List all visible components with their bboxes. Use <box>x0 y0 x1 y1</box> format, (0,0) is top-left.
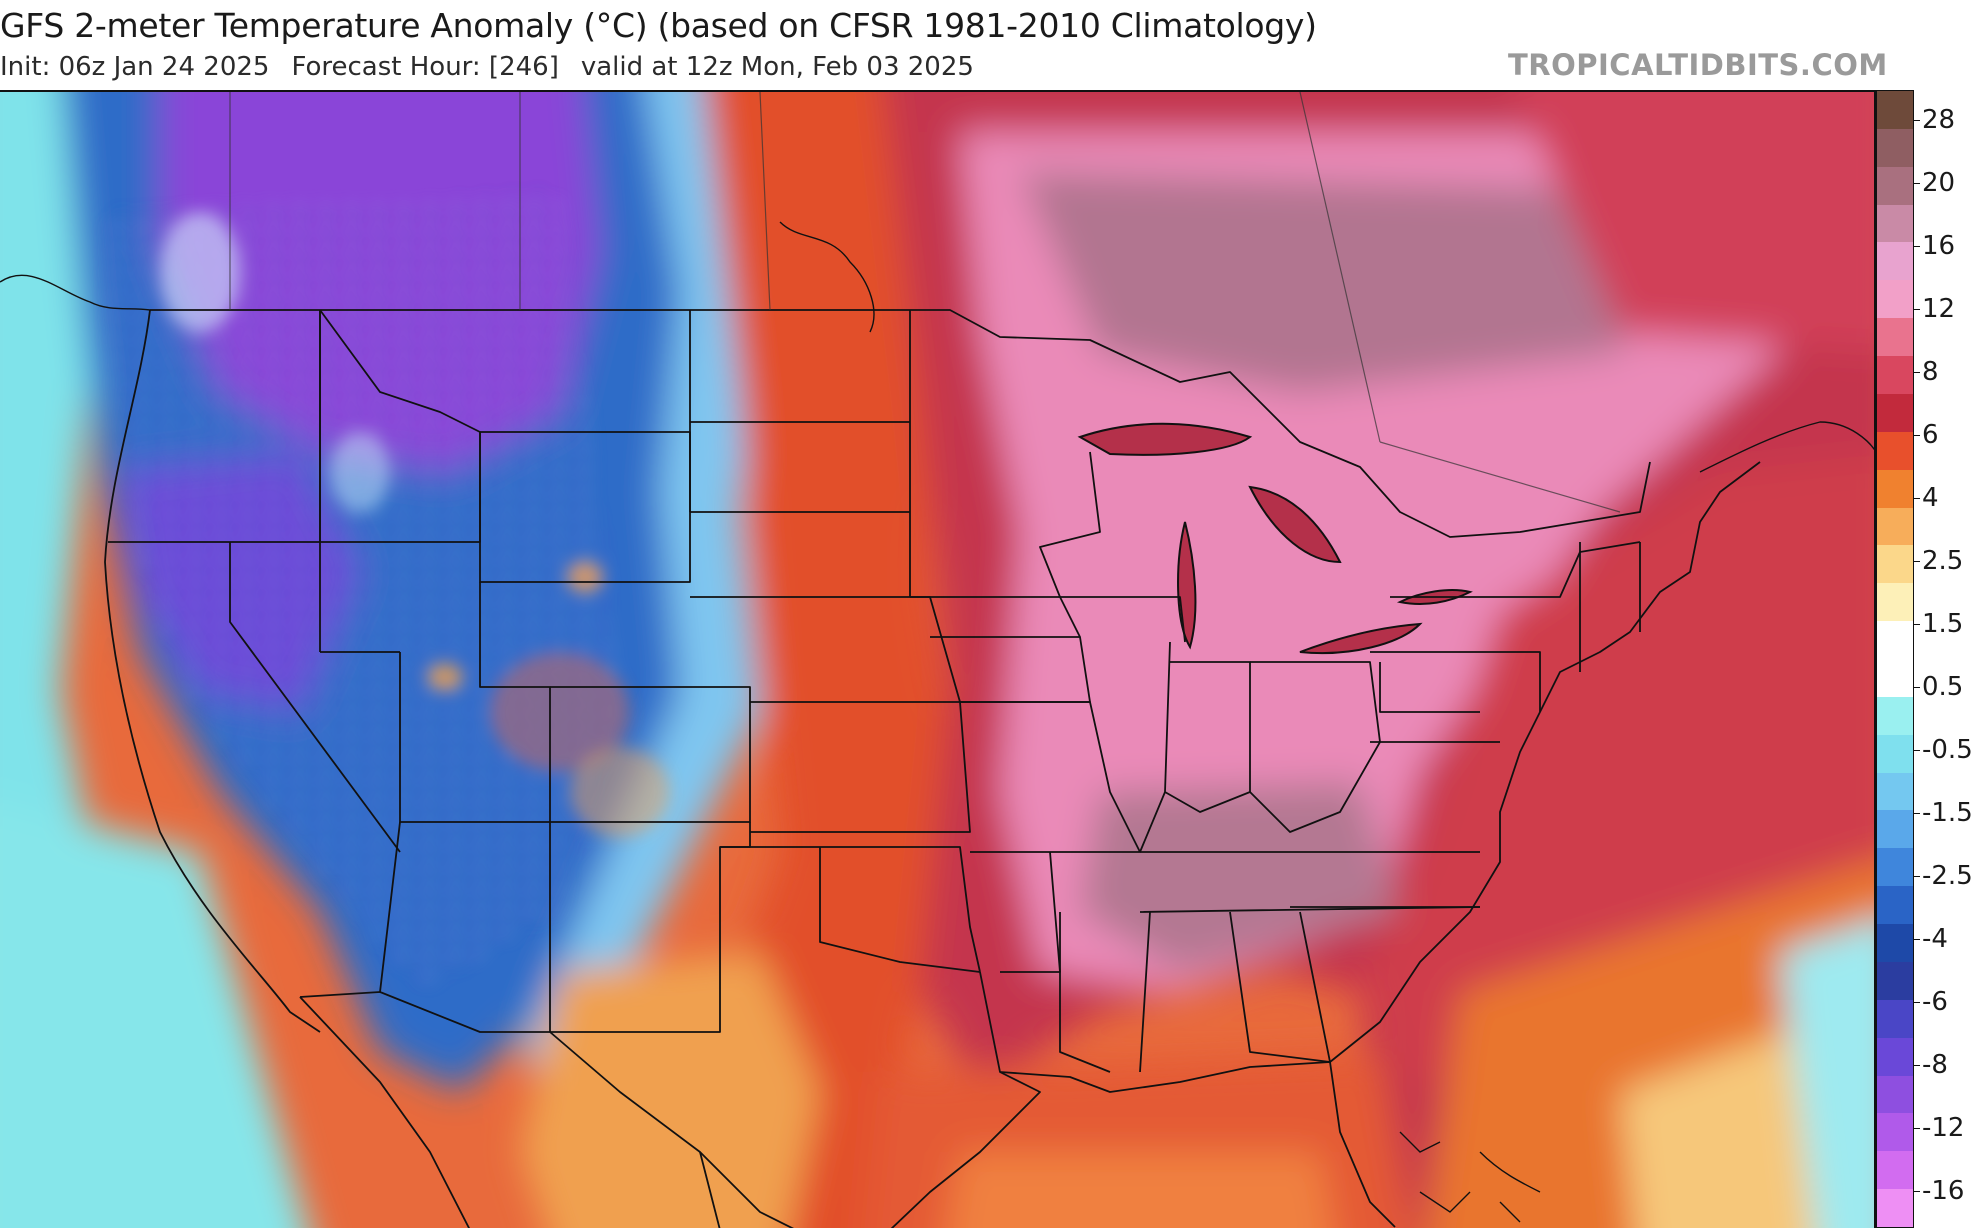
colorbar-swatch <box>1877 621 1913 660</box>
colorbar-swatch <box>1877 1189 1913 1228</box>
coastline-detail <box>0 221 1874 1223</box>
colorbar-tick <box>1914 750 1920 751</box>
colorbar-swatch <box>1877 166 1913 206</box>
colorbar-swatch <box>1877 659 1913 698</box>
anomaly-map-graphic <box>0 92 1874 1228</box>
province-borders <box>229 92 1621 513</box>
colorbar-tick <box>1914 876 1920 877</box>
colorbar-swatch <box>1877 91 1913 130</box>
colorbar-swatch <box>1877 848 1913 887</box>
colorbar-label: 0.5 <box>1922 672 1964 702</box>
colorbar-swatch <box>1877 469 1913 509</box>
colorbar-swatch <box>1877 999 1913 1039</box>
colorbar-tick <box>1914 561 1920 562</box>
colorbar-label: -2.5 <box>1922 861 1973 891</box>
colorbar-label: -8 <box>1922 1050 1948 1080</box>
colorbar-tick <box>1914 1191 1920 1192</box>
colorbar-swatch <box>1877 1113 1913 1152</box>
colorbar-tick <box>1914 1128 1920 1129</box>
anomaly-map <box>0 90 1876 1228</box>
colorbar-swatch <box>1877 356 1913 395</box>
colorbar-label: 1.5 <box>1922 609 1964 639</box>
colorbar-tick <box>1914 813 1920 814</box>
watermark: TROPICALTIDBITS.COM <box>1508 48 1888 82</box>
colorbar-label: 12 <box>1922 294 1956 324</box>
colorbar-swatch <box>1877 961 1913 1001</box>
colorbar-tick <box>1914 372 1920 373</box>
colorbar-swatch <box>1877 1037 1913 1077</box>
valid-time: valid at 12z Mon, Feb 03 2025 <box>580 52 974 82</box>
colorbar-label: -12 <box>1922 1113 1965 1143</box>
map-subtitle: Init: 06z Jan 24 2025 Forecast Hour: [246… <box>0 52 996 82</box>
colorbar-tick <box>1914 246 1920 247</box>
colorbar-swatch <box>1877 734 1913 774</box>
colorbar-label: 8 <box>1922 357 1939 387</box>
map-title: GFS 2-meter Temperature Anomaly (°C) (ba… <box>0 6 1317 45</box>
colorbar-label: 6 <box>1922 420 1939 450</box>
colorbar-swatch <box>1877 431 1913 471</box>
colorbar-label: 16 <box>1922 231 1956 261</box>
terrain-texture <box>100 192 670 992</box>
colorbar-swatch <box>1877 545 1913 584</box>
colorbar-swatch <box>1877 772 1913 811</box>
colorbar-tick <box>1914 939 1920 940</box>
colorbar <box>1876 90 1914 1228</box>
colorbar-tick <box>1914 624 1920 625</box>
colorbar-label: -0.5 <box>1922 735 1973 765</box>
forecast-hour: Forecast Hour: [246] <box>291 52 559 82</box>
colorbar-swatch <box>1877 280 1913 319</box>
colorbar-tick <box>1914 687 1920 688</box>
colorbar-tick <box>1914 183 1920 184</box>
colorbar-swatch <box>1877 507 1913 546</box>
colorbar-swatch <box>1877 924 1913 963</box>
colorbar-swatch <box>1877 583 1913 622</box>
colorbar-tick <box>1914 1002 1920 1003</box>
colorbar-swatch <box>1877 318 1913 357</box>
colorbar-swatch <box>1877 128 1913 168</box>
init-time: Init: 06z Jan 24 2025 <box>0 52 270 82</box>
colorbar-label: -6 <box>1922 987 1948 1017</box>
colorbar-tick <box>1914 435 1920 436</box>
colorbar-swatch <box>1877 204 1913 243</box>
colorbar-label: 2.5 <box>1922 546 1964 576</box>
colorbar-tick <box>1914 120 1920 121</box>
colorbar-tick <box>1914 498 1920 499</box>
colorbar-swatch <box>1877 696 1913 736</box>
colorbar-swatch <box>1877 886 1913 925</box>
colorbar-label: -1.5 <box>1922 798 1973 828</box>
colorbar-label: 4 <box>1922 483 1939 513</box>
state-borders <box>104 309 1761 1228</box>
colorbar-swatch <box>1877 810 1913 849</box>
colorbar-label: -16 <box>1922 1176 1965 1206</box>
colorbar-label: -4 <box>1922 924 1948 954</box>
colorbar-label: 20 <box>1922 168 1956 198</box>
colorbar-tick <box>1914 309 1920 310</box>
colorbar-label: 28 <box>1922 105 1956 135</box>
colorbar-swatch <box>1877 1075 1913 1114</box>
colorbar-swatch <box>1877 242 1913 281</box>
colorbar-swatch <box>1877 393 1913 433</box>
great-lakes <box>1077 422 1473 655</box>
colorbar-tick <box>1914 1065 1920 1066</box>
colorbar-swatch <box>1877 1151 1913 1190</box>
